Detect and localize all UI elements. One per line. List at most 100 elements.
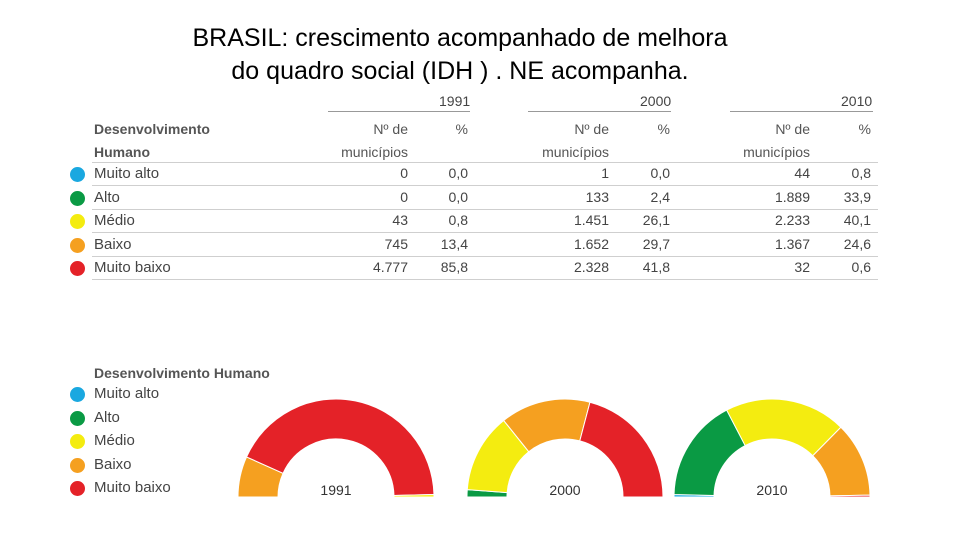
row-label: Muito alto xyxy=(94,165,160,182)
legend: Desenvolvimento Humano Muito alto Alto Méd… xyxy=(68,362,270,502)
cell-v1991: 4.777 xyxy=(372,259,408,275)
legend-item: Médio xyxy=(68,431,270,455)
legend-swatch xyxy=(70,410,85,426)
cell-p2010: 0,6 xyxy=(851,259,871,275)
year-rule-2000 xyxy=(528,111,671,112)
category-dot xyxy=(70,190,85,206)
slice-2000-muito-baixo xyxy=(579,401,664,498)
idh-table: 1991 2000 2010 Desenvolvimento Humano Nº… xyxy=(68,90,878,290)
year-header-2000: 2000 xyxy=(640,93,672,109)
table-header-label-line-2: Humano xyxy=(94,144,150,160)
cell-p1991: 85,8 xyxy=(440,259,468,275)
col-header-count-2000: Nº de municípios xyxy=(519,118,609,164)
table-header-label: Desenvolvimento Humano xyxy=(94,118,210,164)
legend-swatch xyxy=(70,387,85,402)
col-header-pct-1991: % xyxy=(455,121,468,137)
slice-1991-muito-baixo xyxy=(245,398,435,497)
cell-v2010: 44 xyxy=(794,165,810,181)
col-header-pct-2010: % xyxy=(858,121,871,137)
col-header-count-1991: Nº de municípios xyxy=(318,118,408,164)
col-header-count-2010: Nº de municípios xyxy=(720,118,810,164)
cell-p2010: 24,6 xyxy=(843,235,871,252)
legend-label: Muito baixo xyxy=(94,479,171,496)
cell-p2000: 26,1 xyxy=(642,212,670,228)
legend-label: Médio xyxy=(94,432,135,449)
chart-year-label-2010: 2010 xyxy=(756,482,787,498)
cell-p2000: 41,8 xyxy=(642,259,670,275)
cell-v1991: 43 xyxy=(392,212,408,228)
col-header-count-2010-line-1: Nº de xyxy=(775,121,810,137)
cell-p1991: 0,8 xyxy=(448,212,468,228)
legend-swatch xyxy=(70,481,85,496)
legend-swatch xyxy=(70,457,85,473)
year-header-2010: 2010 xyxy=(841,93,873,109)
chart-year-label-1991: 1991 xyxy=(320,482,351,498)
cell-p2010: 40,1 xyxy=(843,212,871,228)
cell-v2000: 133 xyxy=(585,188,609,205)
cell-p1991: 0,0 xyxy=(448,165,468,181)
cell-p1991: 0,0 xyxy=(448,188,468,205)
cell-v2000: 1 xyxy=(601,165,609,181)
row-divider xyxy=(92,208,878,210)
col-header-count-2000-line-2: municípios xyxy=(542,144,609,160)
table-row: Médio 43 0,8 1.451 26,1 2.233 40,1 xyxy=(68,210,878,233)
row-label: Alto xyxy=(94,188,120,206)
year-rule-1991 xyxy=(328,111,470,112)
cell-v1991: 0 xyxy=(400,165,408,181)
row-divider xyxy=(92,255,878,257)
page-title: BRASIL: crescimento acompanhado de melho… xyxy=(0,22,920,84)
col-header-count-2000-line-1: Nº de xyxy=(574,121,609,137)
cell-p1991: 13,4 xyxy=(440,235,468,252)
legend-item: Baixo xyxy=(68,455,270,479)
category-dot xyxy=(70,214,85,229)
category-dot xyxy=(70,237,85,253)
cell-v2000: 1.652 xyxy=(573,235,609,252)
cell-v1991: 745 xyxy=(384,235,408,252)
legend-label: Baixo xyxy=(94,455,132,473)
legend-item: Muito alto xyxy=(68,384,270,408)
cell-v1991: 0 xyxy=(400,188,408,205)
category-dot xyxy=(70,261,85,276)
cell-p2000: 0,0 xyxy=(650,165,670,181)
cell-v2000: 1.451 xyxy=(573,212,609,228)
row-label: Muito baixo xyxy=(94,259,171,276)
slice-1991-médio xyxy=(393,494,435,498)
row-divider xyxy=(92,232,878,233)
cell-v2010: 2.233 xyxy=(774,212,810,228)
chart-year-label-2000: 2000 xyxy=(549,482,580,498)
table-row: Muito baixo 4.777 85,8 2.328 41,8 32 0,6 xyxy=(68,257,878,280)
table-rule-top xyxy=(92,162,878,163)
row-divider xyxy=(92,279,878,280)
cell-p2010: 33,9 xyxy=(843,188,871,205)
year-header-1991: 1991 xyxy=(439,93,471,109)
cell-v2010: 1.889 xyxy=(774,188,810,205)
legend-item: Muito baixo xyxy=(68,478,270,502)
row-label: Médio xyxy=(94,212,135,229)
table-row: Alto 0 0,0 133 2,4 1.889 33,9 xyxy=(68,187,878,210)
table-row: Muito alto 0 0,0 1 0,0 44 0,8 xyxy=(68,163,878,186)
cell-p2010: 0,8 xyxy=(851,165,871,181)
slice-2010-muito-baixo xyxy=(829,494,871,498)
legend-title: Desenvolvimento Humano xyxy=(94,365,270,381)
legend-items: Muito alto Alto Médio Baixo Muito baixo xyxy=(68,384,270,502)
legend-item: Alto xyxy=(68,408,270,432)
table-header-label-line-1: Desenvolvimento xyxy=(94,121,210,137)
row-label: Baixo xyxy=(94,235,132,253)
col-header-pct-2000: % xyxy=(657,121,670,137)
cell-p2000: 29,7 xyxy=(642,235,670,252)
category-dot xyxy=(70,167,85,182)
cell-v2010: 1.367 xyxy=(774,235,810,252)
legend-label: Alto xyxy=(94,408,120,426)
cell-v2010: 32 xyxy=(794,259,810,275)
row-divider xyxy=(92,185,878,186)
table-row: Baixo 745 13,4 1.652 29,7 1.367 24,6 xyxy=(68,234,878,257)
legend-label: Muito alto xyxy=(94,385,160,402)
col-header-count-1991-line-2: municípios xyxy=(341,144,408,160)
legend-swatch xyxy=(70,434,85,449)
cell-p2000: 2,4 xyxy=(650,188,670,205)
col-header-count-1991-line-1: Nº de xyxy=(373,121,408,137)
title-line-2: do quadro social (IDH ) . NE acompanha. xyxy=(231,57,689,84)
cell-v2000: 2.328 xyxy=(573,259,609,275)
year-rule-2010 xyxy=(730,111,873,112)
